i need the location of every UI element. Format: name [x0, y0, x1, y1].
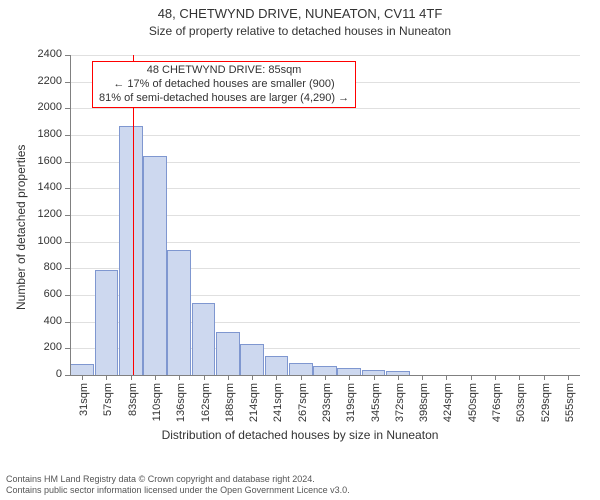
- y-tick-label: 1000: [0, 235, 62, 247]
- y-tick-label: 600: [0, 288, 62, 300]
- x-tick: [568, 375, 569, 380]
- x-tick: [471, 375, 472, 380]
- chart-container: 48, CHETWYND DRIVE, NUNEATON, CV11 4TF S…: [0, 0, 600, 500]
- plot-area: 48 CHETWYND DRIVE: 85sqm← 17% of detache…: [70, 55, 580, 375]
- x-tick-label: 83sqm: [127, 383, 139, 433]
- x-tick-label: 57sqm: [102, 383, 114, 433]
- x-tick: [422, 375, 423, 380]
- y-tick-label: 2200: [0, 75, 62, 87]
- x-tick-label: 110sqm: [151, 383, 163, 433]
- x-tick-label: 136sqm: [175, 383, 187, 433]
- x-tick-label: 241sqm: [272, 383, 284, 433]
- histogram-bar: [289, 363, 313, 375]
- x-tick: [131, 375, 132, 380]
- gridline: [70, 108, 580, 109]
- x-tick: [349, 375, 350, 380]
- histogram-bar: [313, 366, 337, 375]
- x-tick: [252, 375, 253, 380]
- x-tick-label: 345sqm: [370, 383, 382, 433]
- x-tick: [544, 375, 545, 380]
- x-tick: [495, 375, 496, 380]
- callout-box: 48 CHETWYND DRIVE: 85sqm← 17% of detache…: [92, 61, 356, 108]
- x-tick-label: 267sqm: [297, 383, 309, 433]
- chart-title: 48, CHETWYND DRIVE, NUNEATON, CV11 4TF: [0, 6, 600, 21]
- x-tick: [519, 375, 520, 380]
- y-tick-label: 1800: [0, 128, 62, 140]
- x-tick-label: 555sqm: [564, 383, 576, 433]
- x-tick-label: 450sqm: [467, 383, 479, 433]
- y-axis-label: Number of detached properties: [14, 145, 28, 310]
- histogram-bar: [216, 332, 240, 375]
- x-tick: [398, 375, 399, 380]
- y-tick-label: 800: [0, 261, 62, 273]
- x-tick-label: 503sqm: [515, 383, 527, 433]
- x-tick-label: 529sqm: [540, 383, 552, 433]
- histogram-bar: [167, 250, 191, 375]
- histogram-bar: [240, 344, 264, 375]
- gridline: [70, 55, 580, 56]
- x-tick-label: 188sqm: [224, 383, 236, 433]
- x-tick-label: 214sqm: [248, 383, 260, 433]
- x-tick: [228, 375, 229, 380]
- x-tick: [106, 375, 107, 380]
- x-tick-label: 372sqm: [394, 383, 406, 433]
- x-tick: [204, 375, 205, 380]
- footer-attribution: Contains HM Land Registry data © Crown c…: [6, 474, 594, 496]
- y-tick-label: 400: [0, 315, 62, 327]
- x-tick: [374, 375, 375, 380]
- x-tick-label: 31sqm: [78, 383, 90, 433]
- histogram-bar: [192, 303, 216, 375]
- y-tick-label: 200: [0, 341, 62, 353]
- x-tick-label: 319sqm: [345, 383, 357, 433]
- histogram-bar: [70, 364, 94, 375]
- x-tick-label: 293sqm: [321, 383, 333, 433]
- y-tick-label: 1400: [0, 181, 62, 193]
- x-tick: [325, 375, 326, 380]
- x-tick-label: 424sqm: [442, 383, 454, 433]
- y-tick-label: 0: [0, 368, 62, 380]
- histogram-bar: [143, 156, 167, 375]
- footer-line: Contains public sector information licen…: [6, 485, 594, 496]
- footer-line: Contains HM Land Registry data © Crown c…: [6, 474, 594, 485]
- y-axis-line: [70, 55, 71, 375]
- x-tick-label: 476sqm: [491, 383, 503, 433]
- x-tick: [276, 375, 277, 380]
- y-tick-label: 1600: [0, 155, 62, 167]
- histogram-bar: [119, 126, 143, 375]
- y-tick-label: 1200: [0, 208, 62, 220]
- y-tick-label: 2400: [0, 48, 62, 60]
- callout-line: 81% of semi-detached houses are larger (…: [99, 92, 349, 106]
- x-tick: [155, 375, 156, 380]
- callout-line: ← 17% of detached houses are smaller (90…: [99, 78, 349, 92]
- callout-line: 48 CHETWYND DRIVE: 85sqm: [99, 64, 349, 78]
- histogram-bar: [337, 368, 361, 375]
- x-tick: [82, 375, 83, 380]
- y-tick-label: 2000: [0, 101, 62, 113]
- x-tick-label: 162sqm: [200, 383, 212, 433]
- x-tick: [179, 375, 180, 380]
- histogram-bar: [265, 356, 289, 375]
- gridline: [70, 135, 580, 136]
- chart-subtitle: Size of property relative to detached ho…: [0, 24, 600, 38]
- x-tick: [446, 375, 447, 380]
- x-tick-label: 398sqm: [418, 383, 430, 433]
- histogram-bar: [95, 270, 119, 375]
- x-tick: [301, 375, 302, 380]
